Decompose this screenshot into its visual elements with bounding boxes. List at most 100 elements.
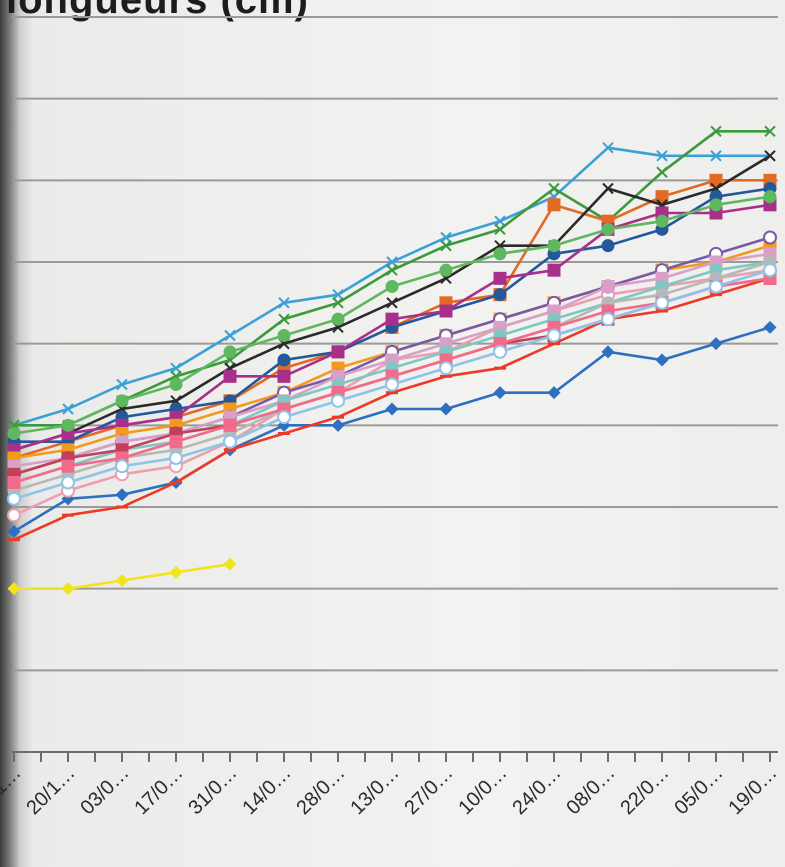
data-point — [115, 394, 129, 408]
x-tick-label: 22/0… — [616, 762, 673, 819]
data-point — [386, 264, 398, 276]
data-point — [656, 166, 668, 178]
data-point — [655, 295, 669, 310]
data-point — [439, 402, 453, 416]
data-point — [547, 386, 561, 400]
data-point — [440, 231, 452, 244]
data-point — [7, 525, 21, 538]
data-point — [115, 459, 129, 474]
data-point — [223, 418, 237, 432]
x-tick-label: 19/0… — [724, 762, 781, 819]
data-point — [223, 434, 237, 449]
series-layer — [7, 125, 777, 596]
data-point — [62, 403, 74, 415]
series-3 — [7, 557, 237, 596]
x-tick-label: 08/0… — [562, 762, 619, 819]
data-point — [278, 313, 290, 325]
data-point — [223, 557, 237, 571]
data-point — [223, 345, 237, 359]
data-point — [169, 378, 183, 391]
data-point — [547, 198, 561, 212]
data-point — [331, 312, 345, 326]
data-point — [223, 369, 237, 383]
data-point — [655, 214, 669, 228]
series-19 — [7, 263, 777, 506]
data-point — [169, 435, 183, 449]
data-point — [61, 475, 75, 490]
x-tick-label: 28/0… — [292, 762, 349, 819]
data-point — [7, 582, 21, 596]
data-point — [385, 312, 399, 326]
data-point — [602, 141, 614, 154]
data-point — [386, 256, 398, 268]
data-point — [709, 279, 723, 294]
data-point — [601, 239, 615, 253]
data-point — [439, 263, 453, 277]
data-point — [7, 508, 21, 523]
data-point — [61, 418, 75, 432]
data-point — [331, 345, 345, 359]
data-point — [493, 386, 507, 400]
data-point — [439, 361, 453, 376]
data-point — [763, 190, 777, 204]
x-tick-label: 20/1… — [22, 762, 79, 819]
data-point — [655, 353, 669, 367]
data-point — [547, 328, 561, 343]
data-point — [763, 230, 777, 245]
data-point — [493, 247, 507, 261]
data-point — [331, 393, 345, 408]
data-point — [116, 378, 128, 391]
data-point — [493, 271, 507, 285]
data-point — [494, 223, 506, 236]
data-point — [493, 344, 507, 359]
data-point — [385, 377, 399, 392]
x-tick-label: 24/0… — [508, 762, 565, 819]
data-point — [710, 150, 722, 162]
data-point — [331, 418, 345, 432]
data-point — [385, 280, 399, 293]
data-point — [709, 198, 723, 212]
data-point — [764, 150, 776, 162]
data-point — [709, 337, 723, 351]
x-tick-label: 06/1… — [0, 762, 26, 819]
data-point — [548, 182, 560, 195]
data-point — [7, 427, 21, 440]
data-point — [601, 222, 615, 236]
data-point — [169, 565, 183, 579]
data-point — [332, 297, 344, 309]
data-point — [547, 239, 561, 253]
x-tick-label: 03/0… — [76, 762, 133, 819]
data-point — [493, 288, 507, 302]
data-point — [656, 150, 668, 162]
data-point — [277, 353, 291, 367]
data-point — [7, 491, 21, 506]
data-point — [764, 125, 776, 138]
data-point — [332, 288, 344, 301]
x-tick-label: 13/0… — [346, 762, 403, 819]
data-point — [655, 190, 669, 204]
data-point — [494, 215, 506, 227]
data-point — [547, 263, 561, 277]
data-point — [386, 297, 398, 309]
data-point — [169, 451, 183, 465]
data-point — [61, 459, 75, 473]
data-point — [170, 362, 182, 374]
data-point — [763, 263, 777, 278]
x-tick-label: 10/0… — [454, 762, 511, 819]
x-tick-label: 27/0… — [400, 762, 457, 819]
x-tick-label: 31/0… — [184, 762, 241, 819]
data-point — [601, 345, 615, 359]
x-axis: 06/1…20/1…03/0…17/0…31/0…14/0…28/0…13/0…… — [0, 751, 782, 819]
x-tick-label: 14/0… — [238, 762, 295, 819]
data-point — [7, 476, 21, 489]
data-point — [601, 312, 615, 327]
data-point — [440, 239, 452, 252]
data-point — [602, 182, 614, 195]
data-point — [224, 329, 236, 342]
data-point — [115, 574, 129, 587]
data-point — [385, 402, 399, 416]
data-point — [278, 297, 290, 309]
data-point — [710, 125, 722, 138]
data-point — [709, 173, 723, 187]
